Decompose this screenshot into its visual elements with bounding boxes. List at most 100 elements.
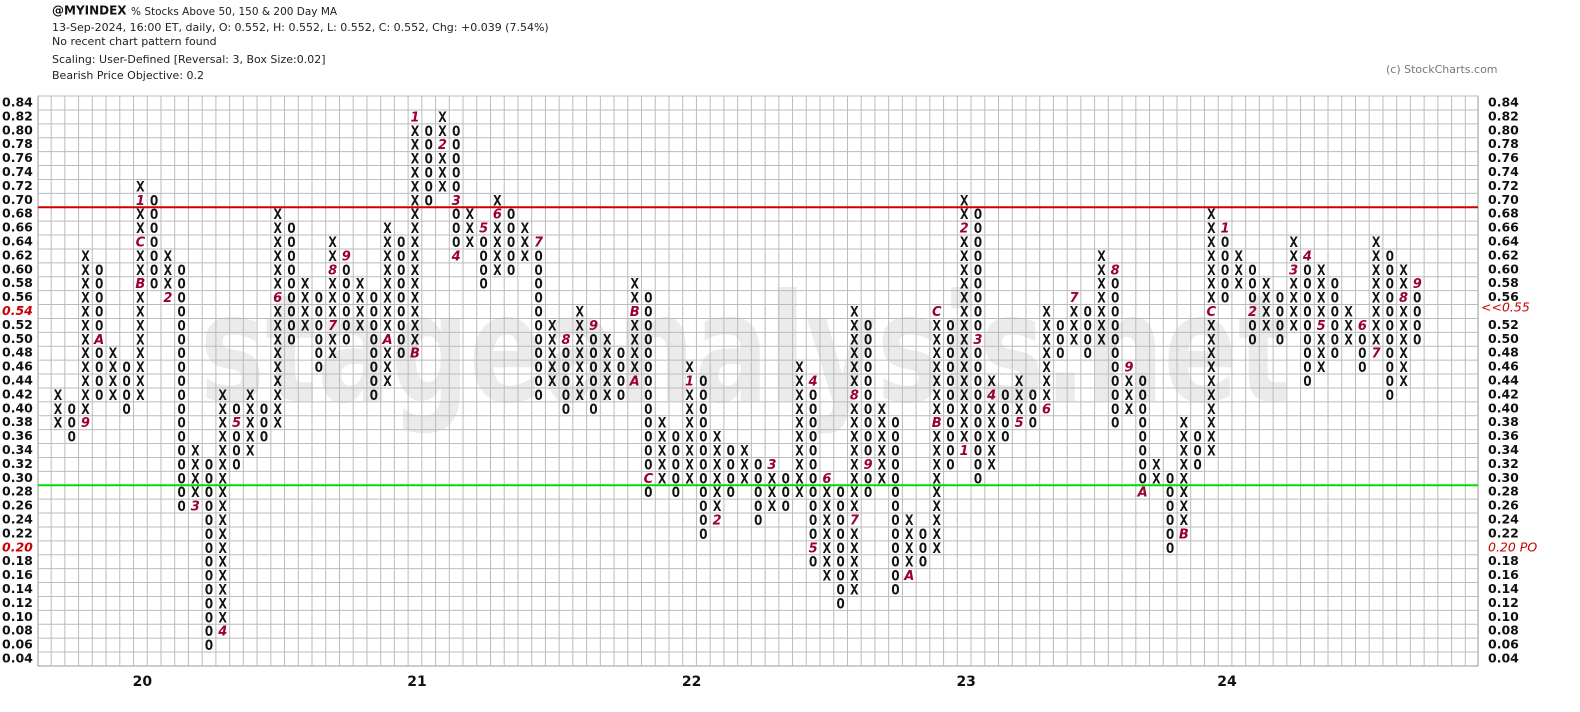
y-tick-label: 0.54 bbox=[2, 303, 33, 318]
box: O bbox=[424, 193, 432, 209]
box: O bbox=[1413, 332, 1421, 348]
box: X bbox=[246, 430, 255, 446]
box: X bbox=[328, 332, 337, 348]
box: O bbox=[1386, 360, 1394, 376]
o-column: OOO bbox=[1193, 430, 1201, 474]
month-label: 6 bbox=[822, 472, 831, 487]
month-label: B bbox=[630, 305, 640, 320]
y2-tick-label: 0.78 bbox=[1488, 136, 1519, 151]
box: X bbox=[878, 402, 887, 418]
box: X bbox=[246, 388, 255, 404]
box: O bbox=[1331, 346, 1339, 362]
y-tick-label: 0.62 bbox=[2, 247, 33, 262]
y-tick-label: 0.64 bbox=[2, 234, 33, 249]
box: O bbox=[809, 430, 817, 446]
box: O bbox=[370, 346, 378, 362]
box: O bbox=[122, 388, 130, 404]
box: X bbox=[1097, 291, 1106, 307]
box: O bbox=[974, 416, 982, 432]
box: O bbox=[974, 235, 982, 251]
box: O bbox=[1111, 402, 1119, 418]
box: X bbox=[136, 346, 145, 362]
box: X bbox=[219, 610, 228, 626]
box: X bbox=[1262, 277, 1271, 293]
box: X bbox=[713, 485, 722, 501]
box: X bbox=[438, 179, 447, 195]
box: O bbox=[1084, 305, 1092, 321]
y2-tick-label: 0.44 bbox=[1488, 373, 1519, 388]
box: X bbox=[795, 430, 804, 446]
box: X bbox=[576, 388, 585, 404]
y-tick-label: 0.08 bbox=[2, 623, 33, 638]
y2-tick-label: 0.38 bbox=[1488, 414, 1519, 429]
box: X bbox=[136, 388, 145, 404]
box: O bbox=[1084, 318, 1092, 334]
box: O bbox=[424, 138, 432, 154]
box: X bbox=[1097, 332, 1106, 348]
box: O bbox=[1138, 416, 1146, 432]
box: O bbox=[397, 291, 405, 307]
box: X bbox=[1207, 374, 1216, 390]
box: X bbox=[823, 499, 832, 515]
box: X bbox=[383, 263, 392, 279]
box: O bbox=[946, 430, 954, 446]
y2-tick-label: 0.74 bbox=[1488, 164, 1519, 179]
box: O bbox=[534, 360, 542, 376]
y-tick-label: 0.48 bbox=[2, 345, 33, 360]
box: X bbox=[246, 402, 255, 418]
box: X bbox=[1042, 318, 1051, 334]
month-label: 9 bbox=[1124, 361, 1133, 376]
box: X bbox=[823, 555, 832, 571]
box: X bbox=[136, 207, 145, 223]
box: X bbox=[1399, 374, 1408, 390]
box: O bbox=[644, 305, 652, 321]
box: X bbox=[219, 457, 228, 473]
box: O bbox=[1386, 374, 1394, 390]
box: O bbox=[864, 360, 872, 376]
box: X bbox=[1207, 346, 1216, 362]
box: O bbox=[452, 235, 460, 251]
month-label: 7 bbox=[328, 319, 338, 334]
box: O bbox=[452, 166, 460, 182]
month-label: 3 bbox=[973, 333, 982, 348]
box: X bbox=[850, 374, 859, 390]
box: O bbox=[1303, 346, 1311, 362]
box: O bbox=[205, 499, 213, 515]
box: O bbox=[177, 430, 185, 446]
box: X bbox=[795, 402, 804, 418]
x-tick-label: 23 bbox=[956, 674, 975, 690]
y2-tick-label: 0.40 bbox=[1488, 400, 1519, 415]
box: X bbox=[411, 124, 420, 140]
box: X bbox=[630, 277, 639, 293]
box: X bbox=[493, 263, 502, 279]
box: O bbox=[177, 402, 185, 418]
box: X bbox=[411, 221, 420, 237]
x-column: XXX bbox=[54, 388, 63, 432]
box: X bbox=[933, 485, 942, 501]
y-tick-label: 0.24 bbox=[2, 512, 33, 527]
box: X bbox=[878, 416, 887, 432]
box: X bbox=[603, 332, 612, 348]
box: O bbox=[1303, 318, 1311, 334]
box: O bbox=[534, 374, 542, 390]
box: O bbox=[95, 360, 103, 376]
y-tick-label: 0.52 bbox=[2, 317, 33, 332]
box: O bbox=[644, 416, 652, 432]
y2-tick-label: 0.66 bbox=[1488, 220, 1519, 235]
x-tick-label: 21 bbox=[407, 674, 426, 690]
box: O bbox=[864, 444, 872, 460]
box: X bbox=[356, 291, 365, 307]
box: X bbox=[850, 569, 859, 585]
box: O bbox=[205, 596, 213, 612]
box: X bbox=[219, 485, 228, 501]
box: X bbox=[795, 485, 804, 501]
box: O bbox=[1166, 541, 1174, 557]
box: O bbox=[205, 624, 213, 640]
box: X bbox=[795, 360, 804, 376]
box: O bbox=[644, 360, 652, 376]
box: X bbox=[1180, 457, 1189, 473]
